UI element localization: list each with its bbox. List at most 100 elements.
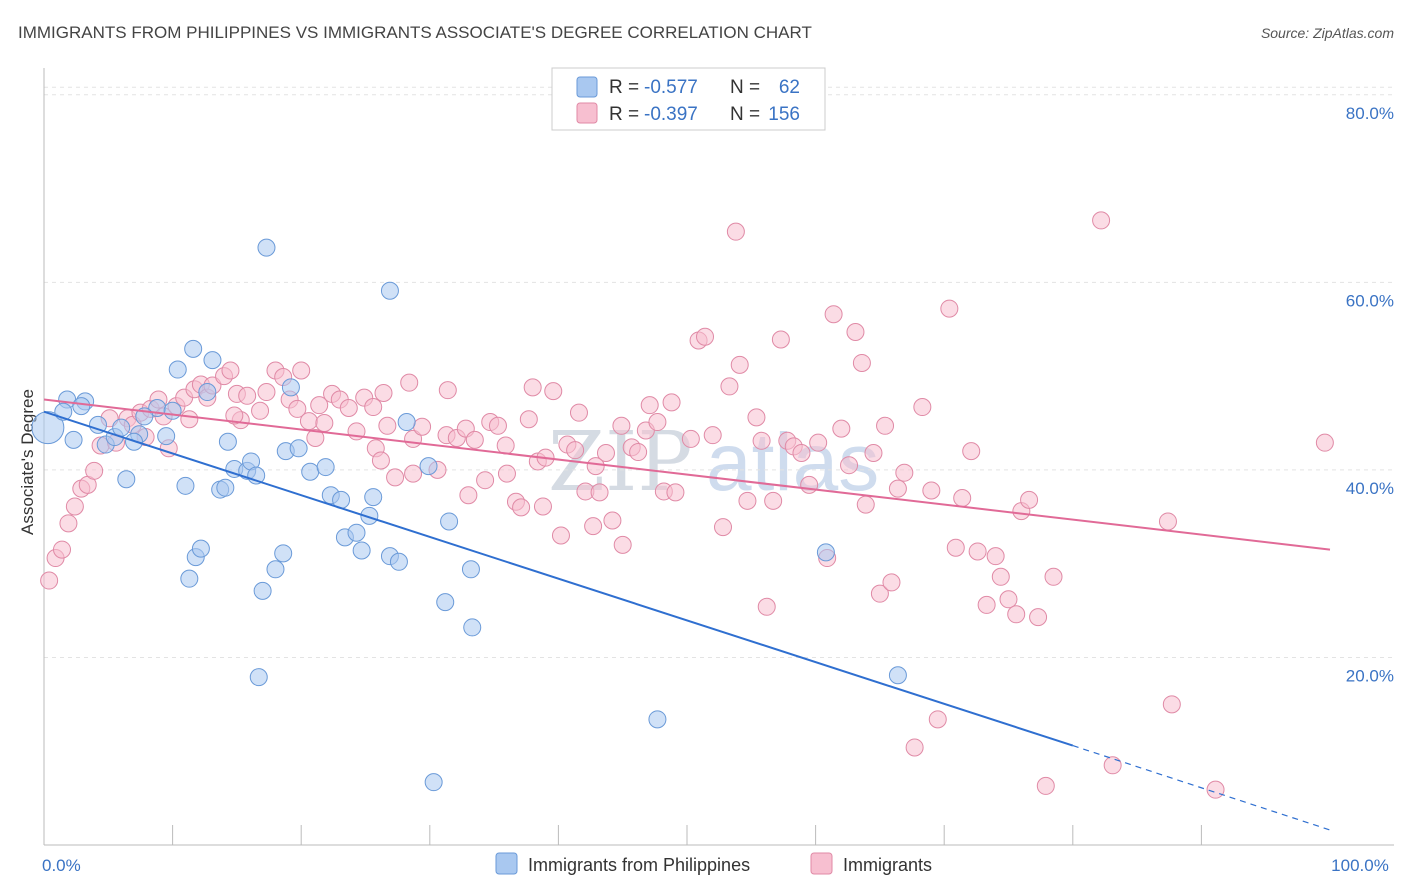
- point-philippines: [203, 351, 222, 370]
- legend-swatch-immigrants: [576, 102, 598, 124]
- point-immigrants: [512, 498, 531, 517]
- point-immigrants: [681, 429, 700, 448]
- point-philippines: [461, 560, 480, 579]
- trend-line-immigrants: [43, 398, 1331, 551]
- point-immigrants: [65, 497, 84, 516]
- point-philippines: [274, 544, 293, 563]
- point-immigrants: [757, 597, 776, 616]
- point-immigrants: [928, 710, 947, 729]
- point-immigrants: [292, 361, 311, 380]
- point-immigrants: [977, 595, 996, 614]
- point-immigrants: [596, 443, 615, 462]
- point-immigrants: [85, 461, 104, 480]
- point-philippines: [389, 552, 408, 571]
- point-immigrants: [315, 413, 334, 432]
- point-philippines: [180, 569, 199, 588]
- point-immigrants: [221, 361, 240, 380]
- point-immigrants: [371, 451, 390, 470]
- source-label: Source: ZipAtlas.com: [1261, 25, 1394, 41]
- point-immigrants: [1020, 490, 1039, 509]
- point-immigrants: [764, 491, 783, 510]
- point-immigrants: [1092, 211, 1111, 230]
- point-immigrants: [257, 383, 276, 402]
- point-philippines: [157, 427, 176, 446]
- point-immigrants: [306, 428, 325, 447]
- point-immigrants: [497, 464, 516, 483]
- point-immigrants: [792, 443, 811, 462]
- point-immigrants: [225, 406, 244, 425]
- legend-n-label-2: N =: [730, 104, 760, 125]
- legend-box: R = -0.577 N = 62 R = -0.397 N = 156: [551, 67, 826, 131]
- point-immigrants: [714, 518, 733, 537]
- point-immigrants: [288, 399, 307, 418]
- y-tick-label: 20.0%: [1346, 666, 1394, 685]
- point-immigrants: [703, 426, 722, 445]
- point-philippines: [112, 418, 131, 437]
- point-immigrants: [40, 571, 59, 590]
- trend-line-philippines-extrapolated: [1072, 745, 1331, 831]
- y-tick-label: 80.0%: [1346, 104, 1394, 123]
- point-philippines: [440, 512, 459, 531]
- point-immigrants: [922, 481, 941, 500]
- point-immigrants: [496, 436, 515, 455]
- point-immigrants: [551, 526, 570, 545]
- point-immigrants: [720, 377, 739, 396]
- y-tick-label: 60.0%: [1346, 291, 1394, 310]
- point-philippines: [397, 413, 416, 432]
- point-immigrants: [533, 497, 552, 516]
- point-immigrants: [566, 441, 585, 460]
- point-philippines: [364, 488, 383, 507]
- point-immigrants: [648, 413, 667, 432]
- legend-r-label-2: R =: [609, 104, 639, 125]
- point-philippines: [198, 383, 217, 402]
- point-immigrants: [905, 738, 924, 757]
- point-immigrants: [1162, 695, 1181, 714]
- point-immigrants: [465, 430, 484, 449]
- point-immigrants: [1206, 780, 1225, 799]
- point-immigrants: [488, 416, 507, 435]
- trend-lines: [43, 398, 1331, 831]
- point-immigrants: [864, 443, 883, 462]
- point-immigrants: [840, 456, 859, 475]
- point-immigrants: [662, 393, 681, 412]
- point-immigrants: [730, 355, 749, 374]
- point-immigrants: [59, 514, 78, 533]
- point-immigrants: [1044, 567, 1063, 586]
- point-philippines: [436, 593, 455, 612]
- legend-swatch-philippines: [576, 76, 598, 98]
- point-immigrants: [876, 416, 895, 435]
- point-immigrants: [404, 464, 423, 483]
- point-immigrants: [251, 401, 270, 420]
- trend-line-philippines: [43, 410, 1074, 747]
- point-immigrants: [339, 398, 358, 417]
- point-philippines: [163, 401, 182, 420]
- point-immigrants: [238, 386, 257, 405]
- point-immigrants: [612, 416, 631, 435]
- point-immigrants: [378, 416, 397, 435]
- point-philippines: [249, 668, 268, 687]
- point-immigrants: [940, 299, 959, 318]
- bottom-legend-swatch-immigrants: [810, 852, 833, 875]
- point-immigrants: [310, 396, 329, 415]
- point-philippines: [816, 543, 835, 562]
- y-axis-ticks: 20.0% 40.0% 60.0% 80.0%: [1346, 104, 1394, 686]
- point-immigrants: [584, 517, 603, 536]
- point-philippines: [360, 506, 379, 525]
- x-tick-label: 100.0%: [1331, 856, 1389, 875]
- point-philippines: [289, 439, 308, 458]
- point-immigrants: [809, 433, 828, 452]
- point-philippines: [176, 476, 195, 495]
- point-immigrants: [590, 483, 609, 502]
- point-immigrants: [888, 479, 907, 498]
- legend-r-value-2: -0.397: [644, 104, 698, 125]
- point-philippines: [888, 666, 907, 685]
- x-axis-ticks: 0.0% 100.0%: [42, 825, 1389, 875]
- point-immigrants: [544, 382, 563, 401]
- point-immigrants: [696, 327, 715, 346]
- bottom-legend: Immigrants from Philippines Immigrants: [495, 852, 932, 875]
- point-immigrants: [1029, 608, 1048, 627]
- bottom-legend-label-philippines: Immigrants from Philippines: [528, 855, 750, 875]
- point-immigrants: [991, 567, 1010, 586]
- point-philippines: [316, 458, 335, 477]
- point-philippines: [216, 478, 235, 497]
